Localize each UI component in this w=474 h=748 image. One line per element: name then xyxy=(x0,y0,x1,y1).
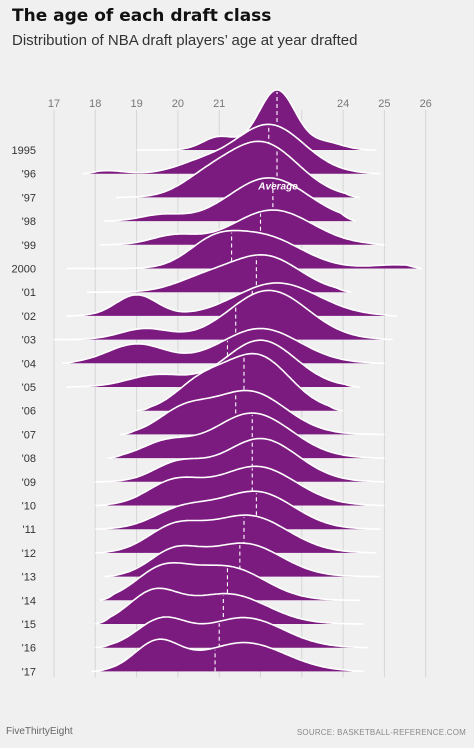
ridge-area xyxy=(95,515,377,553)
ridge-area xyxy=(66,230,422,269)
ridge-outline xyxy=(136,352,344,412)
y-axis-label: '13 xyxy=(22,572,36,584)
ridge-outline xyxy=(66,282,397,317)
y-axis-label: '96 xyxy=(22,169,36,181)
ridge-area xyxy=(95,438,385,482)
ridge xyxy=(103,177,356,222)
ridge-outline xyxy=(82,123,381,175)
ridge-area xyxy=(107,413,385,459)
ridge-outline xyxy=(120,389,385,436)
y-axis-label: '01 xyxy=(22,287,36,299)
ridge-outline xyxy=(95,490,381,530)
ridge xyxy=(95,437,385,483)
y-axis-label: '12 xyxy=(22,548,36,560)
ridge xyxy=(54,289,393,341)
ridge-outline xyxy=(99,562,360,602)
ridge-area xyxy=(136,89,377,150)
y-axis-label: '02 xyxy=(22,311,36,323)
y-axis-label: 1995 xyxy=(12,145,36,157)
ridge-outline xyxy=(107,412,385,459)
brand-label: FiveThirtyEight xyxy=(6,726,73,737)
y-axis-labels: 1995 '96 '97 '98 '99 2000 '01 '02 '03 '04 '05 '06 '0… xyxy=(12,145,36,678)
x-tick-label: 20 xyxy=(172,98,184,110)
ridge-outline xyxy=(95,437,385,483)
y-axis-label: '08 xyxy=(22,453,36,465)
ridges xyxy=(54,89,422,673)
ridge xyxy=(66,229,422,270)
ridge-area xyxy=(66,282,397,316)
ridge xyxy=(91,638,364,673)
x-tick-label: 26 xyxy=(420,98,432,110)
ridge-outline xyxy=(66,229,422,270)
average-annotation: Average xyxy=(257,181,298,192)
ridge-outline xyxy=(95,465,385,507)
ridge-area xyxy=(99,210,385,245)
ridge-outline xyxy=(91,638,364,673)
ridge-outline xyxy=(95,587,364,625)
y-axis-label: 2000 xyxy=(12,264,36,276)
x-tick-label: 17 xyxy=(48,98,60,110)
ridge xyxy=(99,209,385,246)
x-tick-label: 21 xyxy=(213,98,225,110)
ridge-area xyxy=(95,588,364,624)
y-axis-label: '14 xyxy=(22,595,36,607)
ridge-outline xyxy=(99,209,385,246)
y-axis-label: '06 xyxy=(22,406,36,418)
ridge-area xyxy=(95,466,385,506)
x-axis-ticks: 17 18 19 20 21 24 25 26 xyxy=(48,98,432,110)
ridge-outline xyxy=(115,140,360,199)
average-label: Average xyxy=(257,181,298,192)
ridge-area xyxy=(95,491,381,530)
ridge-area xyxy=(62,328,385,364)
y-axis-label: '17 xyxy=(22,666,36,678)
ridge xyxy=(95,465,385,507)
y-axis-label: '10 xyxy=(22,501,36,513)
ridge-outline xyxy=(95,514,377,554)
x-tick-label: 24 xyxy=(337,98,349,110)
y-axis-label: '05 xyxy=(22,382,36,394)
ridge-outline xyxy=(136,89,377,151)
x-tick-label: 18 xyxy=(89,98,101,110)
x-tick-label: 19 xyxy=(130,98,142,110)
y-axis-label: '09 xyxy=(22,477,36,489)
ridge-area xyxy=(136,353,344,411)
chart-title: The age of each draft class xyxy=(12,6,272,26)
x-tick-label: 25 xyxy=(378,98,390,110)
ridge-outline xyxy=(87,253,352,293)
ridge xyxy=(95,587,364,625)
chart-subtitle: Distribution of NBA draft players’ age a… xyxy=(12,32,358,49)
y-axis-label: '15 xyxy=(22,619,36,631)
ridge-outline xyxy=(54,289,393,341)
ridge-outline xyxy=(95,616,368,649)
y-axis-label: '11 xyxy=(22,524,36,536)
ridge-outline xyxy=(103,542,381,578)
y-axis-label: '03 xyxy=(22,335,36,347)
ridge xyxy=(95,490,381,530)
ridge-area xyxy=(115,141,360,198)
y-axis-label: '99 xyxy=(22,240,36,252)
y-axis-label: '04 xyxy=(22,358,36,370)
ridge-outline xyxy=(62,327,385,365)
ridge-area xyxy=(103,177,356,222)
y-axis-label: '98 xyxy=(22,216,36,228)
ridge-outline xyxy=(103,177,356,222)
source-note: SOURCE: BASKETBALL-REFERENCE.COM xyxy=(296,728,466,737)
ridge xyxy=(95,514,377,554)
y-axis-label: '16 xyxy=(22,643,36,655)
ridge-area xyxy=(91,639,364,672)
y-axis-label: '07 xyxy=(22,429,36,441)
y-axis-label: '97 xyxy=(22,192,36,204)
ridge-area xyxy=(82,124,381,174)
